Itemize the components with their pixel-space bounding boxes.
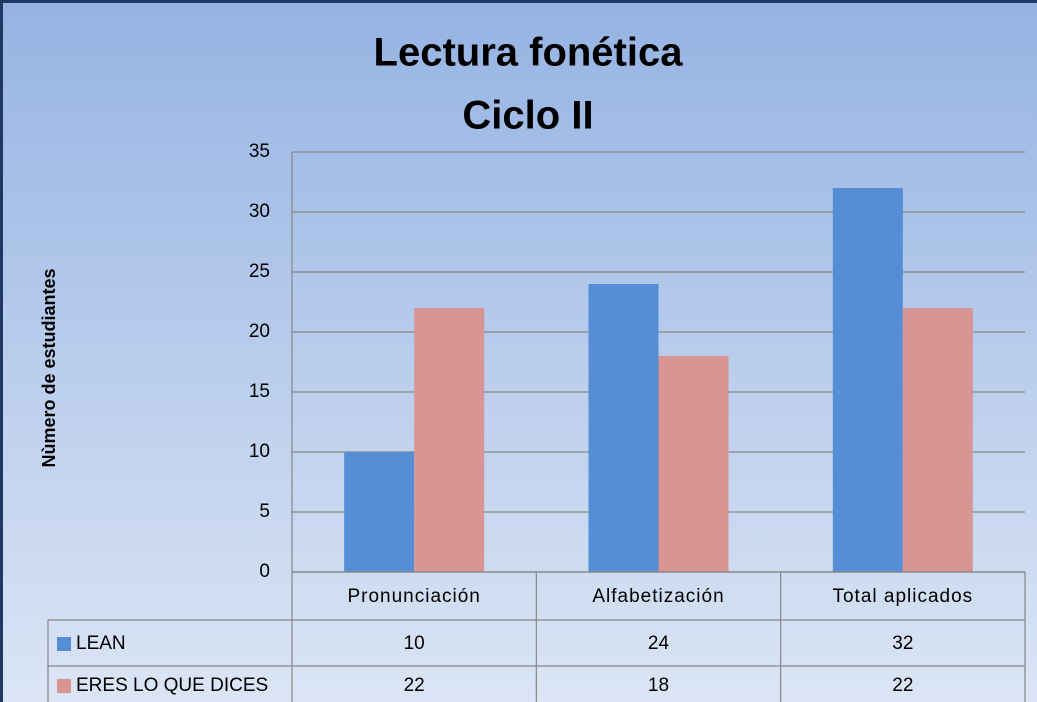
table-value: 10 xyxy=(404,633,425,654)
y-tick-label: 15 xyxy=(249,381,270,402)
table-value: 24 xyxy=(648,633,670,654)
table-value: 18 xyxy=(648,675,669,696)
x-tick-label: Alfabetización xyxy=(592,586,724,607)
bar xyxy=(414,308,485,572)
legend-label: ERES LO QUE DICES xyxy=(76,675,268,696)
y-tick-label: 20 xyxy=(249,321,270,342)
bar xyxy=(588,284,659,572)
x-tick-label: Total aplicados xyxy=(832,586,973,607)
y-tick-label: 30 xyxy=(249,201,270,222)
y-tick-label: 5 xyxy=(259,501,270,522)
chart-title: Lectura fonética xyxy=(374,31,684,75)
bar xyxy=(832,188,903,572)
bar xyxy=(344,452,415,572)
y-tick-label: 10 xyxy=(249,441,270,462)
bar xyxy=(658,356,729,572)
legend-key xyxy=(57,637,71,651)
legend-key xyxy=(57,679,71,693)
y-axis-title: Nùmero de estudiantes xyxy=(39,268,59,467)
y-tick-label: 25 xyxy=(249,261,270,282)
y-tick-label: 35 xyxy=(249,141,270,162)
table-value: 32 xyxy=(892,633,913,654)
chart-subtitle: Ciclo II xyxy=(462,94,593,138)
bar xyxy=(902,308,973,572)
y-tick-label: 0 xyxy=(259,561,270,582)
x-tick-label: Pronunciación xyxy=(347,586,480,607)
legend-label: LEAN xyxy=(76,633,126,654)
table-value: 22 xyxy=(404,675,425,696)
table-value: 22 xyxy=(892,675,913,696)
